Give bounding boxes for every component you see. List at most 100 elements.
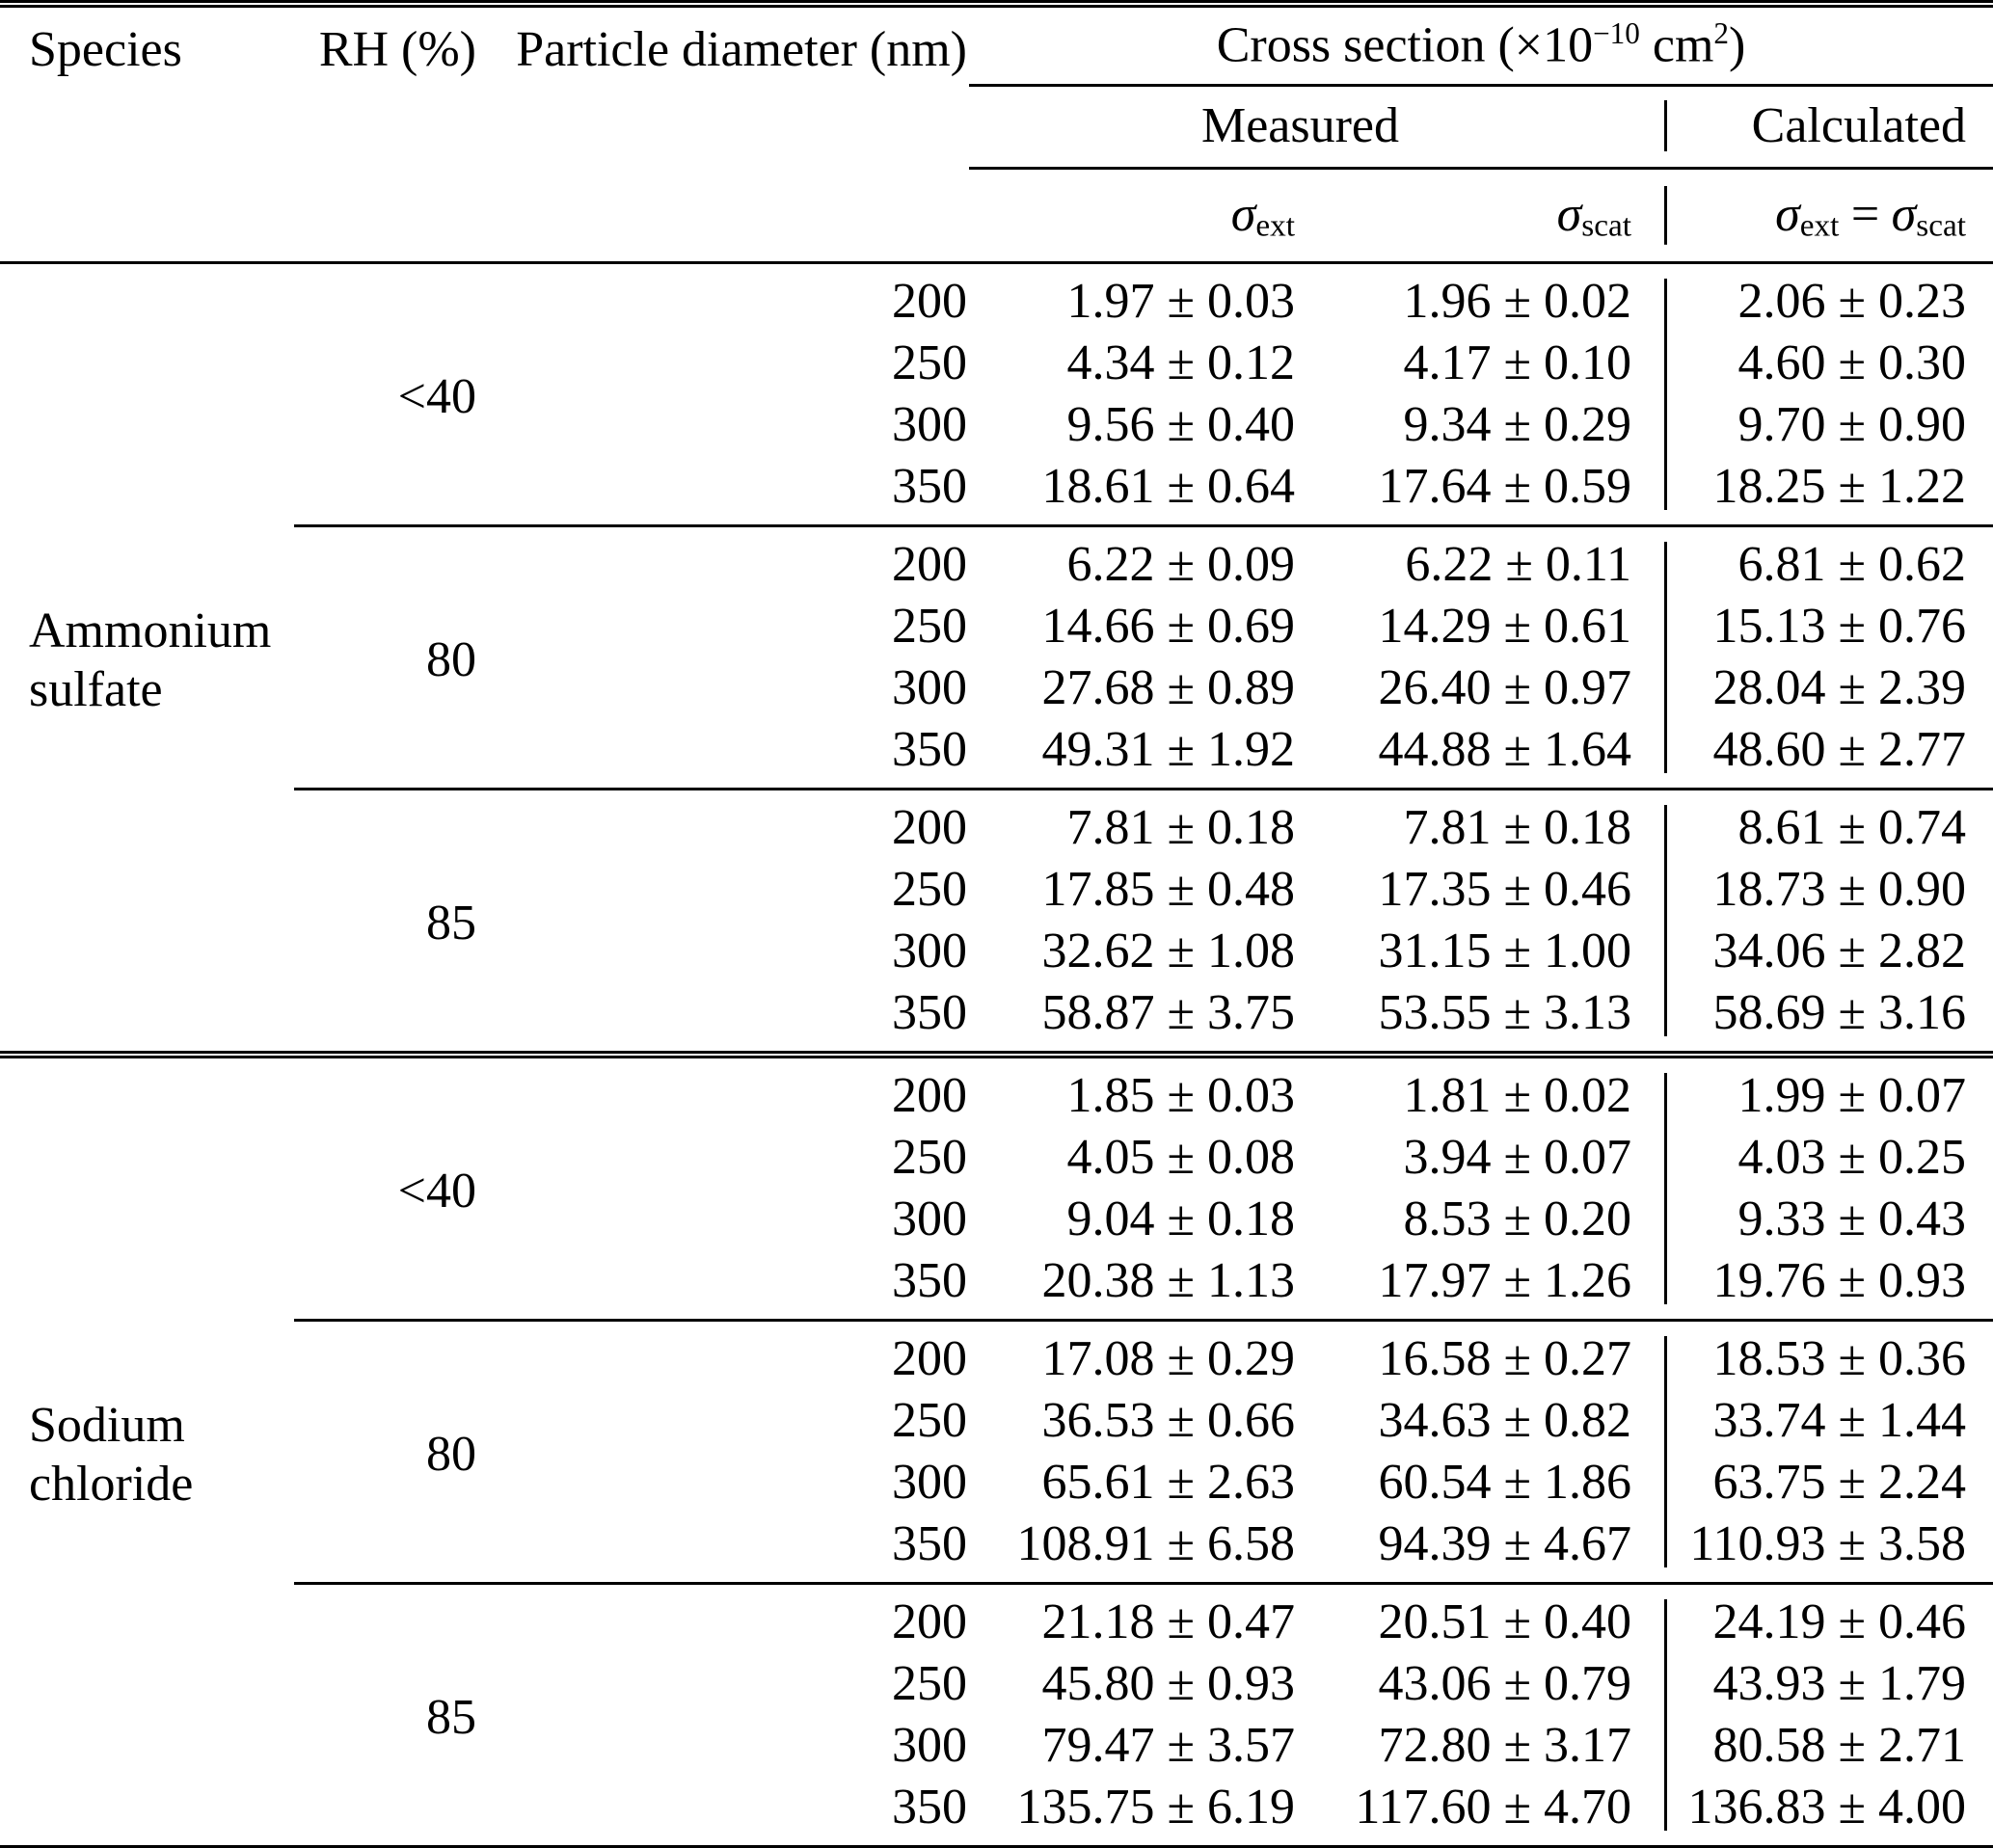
sigma-ext-value: 27.68 ± 0.89 — [1041, 659, 1295, 715]
species-section-ammonium-sulfate: Ammonium sulfate <40 200 1.97 ± 0.03 1.96… — [0, 262, 1993, 1055]
table-row: 300 9.04 ± 0.18 8.53 ± 0.20 9.33 ± 0.43 — [0, 1188, 1993, 1250]
diameter-cell: 350 — [892, 984, 967, 1040]
diameter-cell: 250 — [892, 335, 967, 390]
rh-column-header: RH (%) — [294, 4, 482, 264]
sigma-scat-value: 60.54 ± 1.86 — [1378, 1454, 1631, 1510]
species-name-cell: Sodium chloride — [0, 1050, 294, 1848]
sigma-calc-value: 136.83 ± 4.00 — [1664, 1776, 1993, 1848]
table-row: 250 4.05 ± 0.08 3.94 ± 0.07 4.03 ± 0.25 — [0, 1126, 1993, 1189]
sigma-ext-value: 6.22 ± 0.09 — [969, 523, 1295, 596]
table-row: Sodium chloride <40 200 1.85 ± 0.03 1.81 … — [0, 1050, 1993, 1848]
diameter-cell: 350 — [892, 1779, 967, 1835]
sigma-ext-value: 49.31 ± 1.92 — [1041, 721, 1295, 777]
table-header: Species RH (%) Particle diameter (nm) Cr… — [0, 4, 1993, 264]
diameter-cell: 200 — [482, 1050, 969, 1127]
sigma-calc-value: 33.74 ± 1.44 — [1664, 1389, 1993, 1452]
sigma-scat-value: 17.35 ± 0.46 — [1378, 861, 1631, 917]
species-section-sodium-chloride: Sodium chloride <40 200 1.85 ± 0.03 1.81 … — [0, 1050, 1993, 1848]
sigma-ext-value: 135.75 ± 6.19 — [1016, 1779, 1295, 1835]
sigma-calc-value: 2.06 ± 0.23 — [1664, 262, 1993, 333]
diameter-cell: 250 — [892, 1392, 967, 1448]
calculated-group-header: Calculated — [1664, 85, 1993, 170]
sigma-calc-value: 80.58 ± 2.71 — [1664, 1714, 1993, 1777]
species-name-cell: Ammonium sulfate — [0, 262, 294, 1055]
diameter-cell: 300 — [892, 1717, 967, 1773]
diameter-cell: 350 — [892, 1252, 967, 1308]
unit-exponent: 2 — [1713, 15, 1729, 50]
sigma-scat-header: σscat — [1295, 168, 1664, 264]
sigma-scat-value: 117.60 ± 4.70 — [1355, 1779, 1631, 1835]
rh-cell: 85 — [294, 1581, 482, 1848]
sigma-ext-value: 65.61 ± 2.63 — [1041, 1454, 1295, 1510]
table-row: 350 20.38 ± 1.13 17.97 ± 1.26 19.76 ± 0.… — [0, 1249, 1993, 1320]
header-row-1: Species RH (%) Particle diameter (nm) Cr… — [0, 4, 1993, 264]
sigma-ext-value: 4.34 ± 0.12 — [1066, 335, 1295, 390]
table-row: 350 58.87 ± 3.75 53.55 ± 3.13 58.69 ± 3.… — [0, 981, 1993, 1055]
sigma-scat-value: 26.40 ± 0.97 — [1378, 659, 1631, 715]
diameter-cell: 300 — [892, 923, 967, 978]
sigma-ext-value: 7.81 ± 0.18 — [969, 787, 1295, 859]
exponent: −10 — [1593, 15, 1640, 50]
equals-sign: = — [1850, 186, 1880, 242]
sigma-calc-value: 6.81 ± 0.62 — [1664, 523, 1993, 596]
sigma-ext-value: 45.80 ± 0.93 — [1041, 1655, 1295, 1711]
sigma-ext-value: 32.62 ± 1.08 — [1041, 923, 1295, 978]
table-row: 350 135.75 ± 6.19 117.60 ± 4.70 136.83 ±… — [0, 1776, 1993, 1848]
table-row: 300 65.61 ± 2.63 60.54 ± 1.86 63.75 ± 2.… — [0, 1451, 1993, 1513]
rh-cell: <40 — [397, 369, 476, 425]
sigma-scat-value: 44.88 ± 1.64 — [1378, 721, 1631, 777]
diameter-cell: 250 — [892, 861, 967, 917]
table-row: 300 9.56 ± 0.40 9.34 ± 0.29 9.70 ± 0.90 — [0, 393, 1993, 456]
species-name-line1: Ammonium — [29, 603, 272, 658]
sigma-ext-value: 4.05 ± 0.08 — [1066, 1129, 1295, 1185]
sigma-calc-value: 18.25 ± 1.22 — [1664, 455, 1993, 525]
sigma-calc-value: 15.13 ± 0.76 — [1664, 595, 1993, 657]
sigma-scat-value: 9.34 ± 0.29 — [1403, 396, 1631, 452]
sigma-ext-value: 20.38 ± 1.13 — [1041, 1252, 1295, 1308]
sigma-ext-value: 9.56 ± 0.40 — [1066, 396, 1295, 452]
sigma-calc-value: 28.04 ± 2.39 — [1664, 656, 1993, 719]
rh-cell: <40 — [294, 1050, 482, 1320]
sigma-scat-value: 3.94 ± 0.07 — [1403, 1129, 1631, 1185]
sigma-ext-value: 17.85 ± 0.48 — [1041, 861, 1295, 917]
sigma-calc-value: 8.61 ± 0.74 — [1664, 787, 1993, 859]
sigma-scat-value: 4.17 ± 0.10 — [1403, 335, 1631, 390]
sigma-calc-value: 9.33 ± 0.43 — [1664, 1188, 1993, 1250]
diameter-cell: 250 — [892, 1129, 967, 1185]
diameter-cell: 200 — [482, 1581, 969, 1653]
sigma-ext-value: 21.18 ± 0.47 — [969, 1581, 1295, 1653]
sigma-scat-value: 20.51 ± 0.40 — [1295, 1581, 1664, 1653]
sigma-calc-value: 24.19 ± 0.46 — [1664, 1581, 1993, 1653]
sigma-symbol: σ — [1775, 186, 1800, 242]
sigma-scat-value: 6.22 ± 0.11 — [1295, 523, 1664, 596]
diameter-cell: 300 — [892, 396, 967, 452]
cross-section-label: Cross section (×10 — [1216, 17, 1594, 73]
sigma-calc-value: 4.60 ± 0.30 — [1664, 332, 1993, 394]
diameter-column-header: Particle diameter (nm) — [482, 4, 969, 264]
sigma-scat-value: 72.80 ± 3.17 — [1378, 1717, 1631, 1773]
sigma-scat-value: 1.81 ± 0.02 — [1295, 1050, 1664, 1127]
sigma-calc-value: 63.75 ± 2.24 — [1664, 1451, 1993, 1513]
diameter-cell: 300 — [892, 1454, 967, 1510]
sigma-scat-value: 17.64 ± 0.59 — [1378, 458, 1631, 514]
sigma-calc-value: 48.60 ± 2.77 — [1664, 718, 1993, 789]
diameter-cell: 250 — [892, 598, 967, 654]
header-row-2: Measured Calculated — [0, 85, 1993, 170]
table-row: 250 36.53 ± 0.66 34.63 ± 0.82 33.74 ± 1.… — [0, 1389, 1993, 1452]
species-name: Ammonium sulfate — [29, 602, 271, 720]
scat-subscript: scat — [1916, 207, 1967, 244]
species-name-line2: chloride — [29, 1457, 194, 1512]
species-name: Sodium chloride — [29, 1396, 193, 1514]
sigma-ext-value: 9.04 ± 0.18 — [1066, 1191, 1295, 1246]
sigma-symbol: σ — [1891, 186, 1917, 242]
sigma-calc-value: 18.73 ± 0.90 — [1664, 858, 1993, 921]
table-row: Ammonium sulfate <40 200 1.97 ± 0.03 1.96… — [0, 262, 1993, 717]
table-row: 85 200 7.81 ± 0.18 7.81 ± 0.18 8.61 ± 0.… — [0, 787, 1993, 1055]
sigma-scat-value: 17.97 ± 1.26 — [1378, 1252, 1631, 1308]
species-column-header: Species — [0, 4, 294, 264]
sigma-calc-value: 43.93 ± 1.79 — [1664, 1652, 1993, 1715]
sigma-ext-value: 58.87 ± 3.75 — [1041, 984, 1295, 1040]
sigma-calc-value: 1.99 ± 0.07 — [1664, 1050, 1993, 1127]
table-row: 80 200 17.08 ± 0.29 16.58 ± 0.27 18.53 ±… — [0, 1318, 1993, 1583]
sigma-calc-value: 18.53 ± 0.36 — [1664, 1318, 1993, 1390]
